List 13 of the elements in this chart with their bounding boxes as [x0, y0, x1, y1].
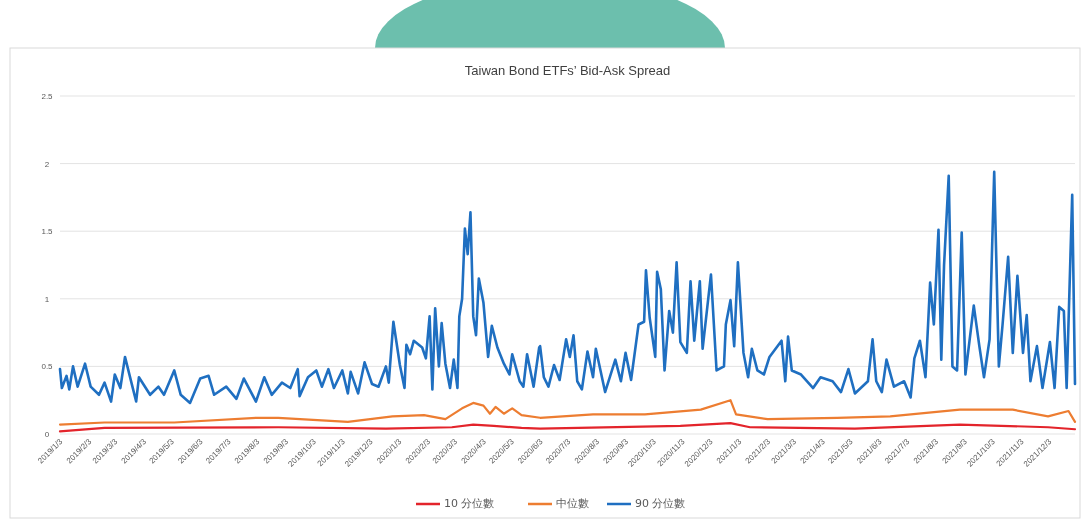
y-tick-label: 1.5: [41, 227, 54, 237]
legend-label: 90 分位數: [635, 497, 686, 510]
y-tick-label: 0: [44, 430, 50, 439]
y-tick-label: 1: [44, 294, 50, 304]
y-tick-label: 2.5: [41, 92, 54, 101]
y-tick-label: 2: [44, 159, 50, 169]
line-series: [58, 170, 1077, 405]
line-series: [58, 399, 1077, 426]
legend-label: 中位數: [556, 497, 589, 510]
line-series: [58, 422, 1077, 433]
legend-label: 10 分位數: [444, 497, 495, 510]
chart-title: Taiwan Bond ETFs’ Bid-Ask Spread: [464, 63, 671, 78]
y-tick-label: 0.5: [41, 362, 54, 372]
